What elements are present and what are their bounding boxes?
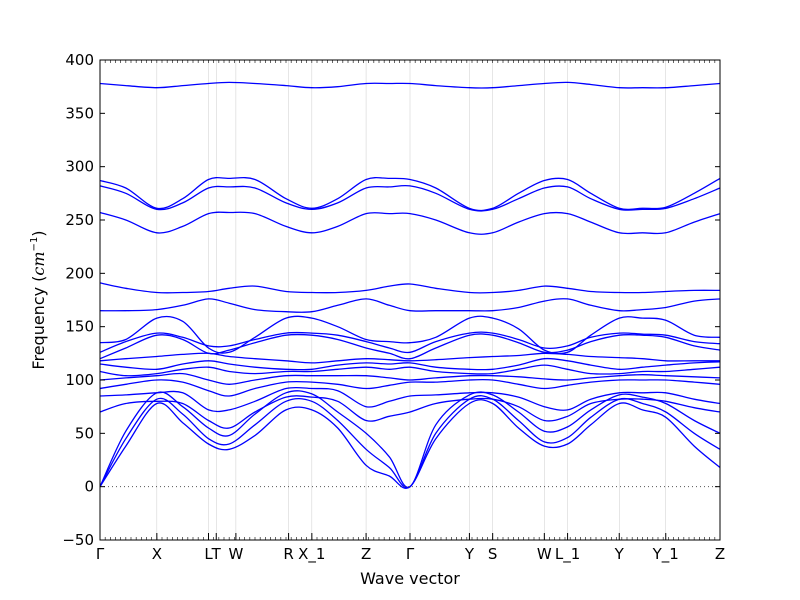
x-tick-label: Γ	[406, 545, 415, 563]
x-tick-label: X_1	[298, 545, 325, 564]
y-tick-label: 200	[65, 264, 94, 282]
x-tick-label: Y_1	[652, 545, 679, 564]
band-line-6	[99, 378, 721, 397]
x-tick-label: W	[228, 545, 243, 563]
band-line-15	[99, 282, 721, 294]
x-tick-label: R	[283, 545, 293, 563]
y-tick-label: 50	[75, 424, 94, 442]
x-axis-title: Wave vector	[360, 569, 460, 588]
band-lines	[99, 81, 721, 489]
x-tick-label: Z	[361, 545, 371, 563]
y-tick-label: 300	[65, 158, 94, 176]
band-line-14	[99, 298, 721, 313]
band-line-3	[99, 390, 721, 488]
band-line-16	[99, 211, 721, 235]
x-tick-label: Y	[614, 545, 625, 563]
band-line-7	[99, 372, 721, 385]
band-line-11	[99, 333, 721, 360]
y-tick-label: 350	[65, 104, 94, 122]
band-line-18	[99, 177, 721, 212]
x-tick-label: L_1	[555, 545, 580, 564]
x-axis-ticks: Γ X LT W R X_1 Z Γ Y S W L_1 Y Y_1 Z	[96, 60, 725, 564]
y-axis-ticks: −50 0 50 100 150 200 250 300 350 400	[62, 51, 720, 549]
band-line-8	[99, 364, 721, 377]
y-tick-label: −50	[62, 531, 94, 549]
x-tick-label: Z	[715, 545, 725, 563]
band-line-17	[99, 184, 721, 212]
high-symmetry-vertical-lines	[156, 60, 666, 540]
y-tick-label: 0	[84, 478, 94, 496]
x-tick-label: T	[211, 545, 222, 563]
y-tick-label: 100	[65, 371, 94, 389]
x-tick-label: W	[537, 545, 552, 563]
band-line-9	[99, 357, 721, 371]
band-line-4	[99, 395, 721, 429]
y-tick-label: 250	[65, 211, 94, 229]
y-tick-label: 400	[65, 51, 94, 69]
band-line-12	[99, 331, 721, 354]
band-line-13	[99, 315, 721, 355]
y-axis-title: Frequency (cm−1)	[29, 230, 48, 369]
x-tick-label: S	[488, 545, 498, 563]
x-tick-label: X	[152, 545, 162, 563]
band-line-19	[99, 81, 721, 89]
band-line-5	[99, 386, 721, 413]
y-tick-label: 150	[65, 318, 94, 336]
x-tick-label: Y	[464, 545, 475, 563]
x-tick-label: L	[204, 545, 213, 563]
x-tick-label: Γ	[96, 545, 105, 563]
